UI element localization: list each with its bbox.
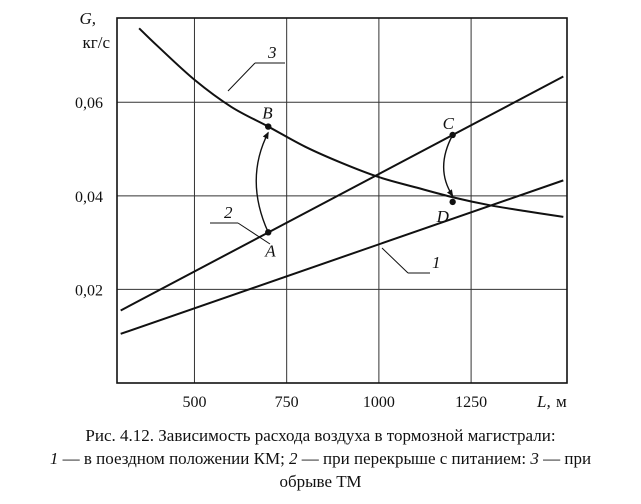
x-axis-unit: м bbox=[556, 392, 567, 411]
x-tick-label: 500 bbox=[182, 394, 206, 411]
series-label-2: 2 bbox=[224, 203, 233, 222]
plot-frame bbox=[116, 17, 568, 384]
leader-line bbox=[381, 247, 409, 274]
grid bbox=[117, 18, 567, 383]
caption-num-2: 2 bbox=[289, 449, 298, 468]
caption-line-2: 1 — в поездном положении КМ; 2 — при пер… bbox=[0, 447, 641, 470]
caption-text-2: — при перекрыше с питанием: bbox=[297, 449, 531, 468]
y-axis-label: G, bbox=[79, 9, 96, 28]
point-C bbox=[449, 131, 456, 139]
arrows bbox=[255, 131, 454, 233]
caption-text-3: — при bbox=[538, 449, 592, 468]
point-label-D: D bbox=[436, 207, 450, 226]
series-label-1: 1 bbox=[432, 253, 441, 272]
caption-line-1: Рис. 4.12. Зависимость расхода воздуха в… bbox=[85, 426, 556, 445]
leader-line bbox=[227, 62, 256, 92]
caption-text-1: — в поездном положении КМ; bbox=[58, 449, 290, 468]
series-line-2 bbox=[120, 75, 564, 312]
chart: A B C D 1 2 3 500 750 1000 1250 0,02 0,04 0,06 G, к… bbox=[75, 9, 568, 411]
series-line-1 bbox=[120, 179, 564, 335]
tick-labels: 500 750 1000 1250 0,02 0,04 0,06 bbox=[75, 95, 487, 411]
x-tick-label: 1250 bbox=[455, 394, 487, 411]
arrow-A-B bbox=[255, 131, 269, 233]
point-label-A: A bbox=[264, 241, 276, 260]
x-tick-label: 750 bbox=[275, 394, 299, 411]
y-axis-unit: кг/с bbox=[82, 33, 110, 52]
figure-caption: Рис. 4.12. Зависимость расхода воздуха в… bbox=[0, 424, 641, 493]
point-B bbox=[265, 123, 272, 130]
point-A bbox=[265, 229, 272, 236]
series-lines bbox=[120, 27, 564, 335]
point-D bbox=[449, 198, 456, 206]
caption-line-3: обрыве ТМ bbox=[279, 472, 362, 491]
arrow-C-D bbox=[443, 134, 454, 197]
series-label-3: 3 bbox=[267, 43, 277, 62]
y-tick-label: 0,04 bbox=[75, 189, 103, 206]
x-axis-label: L, bbox=[536, 392, 551, 411]
y-tick-label: 0,06 bbox=[75, 95, 103, 112]
data-points: A B C D bbox=[262, 104, 456, 260]
point-label-B: B bbox=[262, 104, 273, 123]
y-tick-label: 0,02 bbox=[75, 282, 103, 299]
leader-line bbox=[237, 222, 271, 245]
labels: 1 2 3 bbox=[210, 43, 441, 274]
x-tick-label: 1000 bbox=[363, 394, 395, 411]
caption-num-3: 3 bbox=[530, 449, 539, 468]
caption-num-1: 1 bbox=[49, 449, 59, 468]
point-label-C: C bbox=[443, 114, 455, 133]
series-line-3 bbox=[138, 27, 564, 218]
